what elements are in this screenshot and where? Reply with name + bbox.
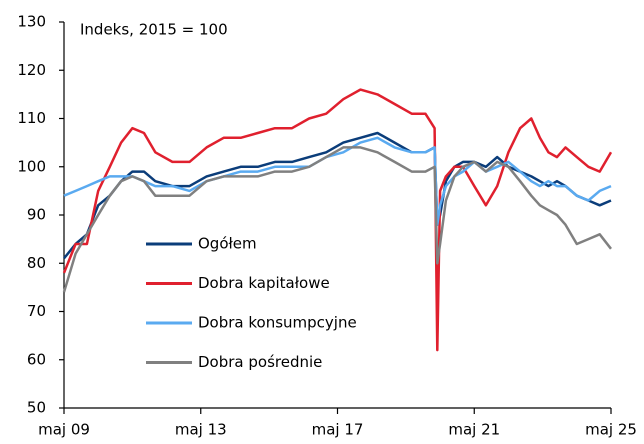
y-tick-label: 80 — [27, 254, 46, 272]
y-tick-label: 70 — [27, 302, 46, 320]
x-tick-label: maj 09 — [38, 421, 90, 439]
legend-label: Dobra pośrednie — [198, 353, 322, 371]
y-tick-label: 50 — [27, 399, 46, 417]
annotation: Indeks, 2015 = 100 — [80, 21, 228, 39]
y-tick-label: 120 — [17, 61, 46, 79]
y-tick-label: 90 — [27, 206, 46, 224]
legend-label: Ogółem — [198, 235, 257, 253]
x-tick-label: maj 13 — [175, 421, 227, 439]
series-line — [62, 146, 612, 293]
x-tick-label: maj 25 — [585, 421, 637, 439]
y-tick-label: 100 — [17, 157, 46, 175]
series-line — [63, 131, 612, 260]
legend-label: Dobra kapitałowe — [198, 274, 330, 292]
y-tick-label: 110 — [17, 109, 46, 127]
y-tick-label: 60 — [27, 350, 46, 368]
x-tick-label: maj 21 — [448, 421, 500, 439]
series-line — [63, 136, 612, 226]
x-tick-label: maj 17 — [312, 421, 364, 439]
series-line — [62, 88, 613, 352]
legend-label: Dobra konsumpcyjne — [198, 314, 357, 332]
y-tick-label: 130 — [17, 13, 46, 31]
